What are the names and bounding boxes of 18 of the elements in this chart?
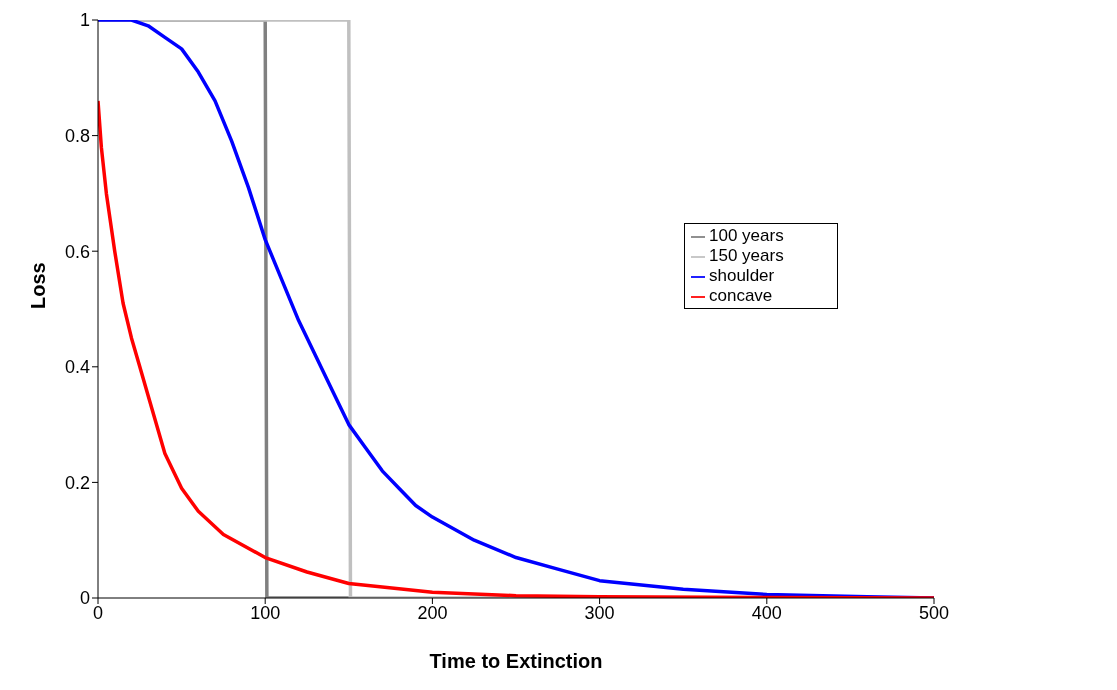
x-tick-label: 200 (417, 602, 448, 623)
x-tick-label: 500 (918, 602, 950, 623)
legend-label: 100 years (709, 226, 784, 245)
x-axis-title: Time to Extinction (429, 650, 603, 672)
y-tick-label: 1 (79, 10, 90, 31)
x-tick-label: 300 (584, 602, 615, 623)
y-tick-label: 0.6 (64, 241, 90, 262)
legend-label: 150 years (709, 246, 784, 265)
y-tick-label: 0.2 (64, 472, 90, 493)
x-tick-label: 0 (92, 602, 104, 623)
y-tick-label: 0.4 (64, 357, 90, 378)
y-axis-title: Loss (27, 262, 50, 309)
y-tick-label: 0.8 (64, 125, 90, 146)
y-tick-label: 0 (79, 588, 90, 609)
legend-label: shoulder (709, 266, 775, 285)
legend-label: concave (709, 286, 773, 305)
x-tick-label: 400 (751, 602, 782, 623)
x-tick-label: 100 (250, 602, 281, 623)
